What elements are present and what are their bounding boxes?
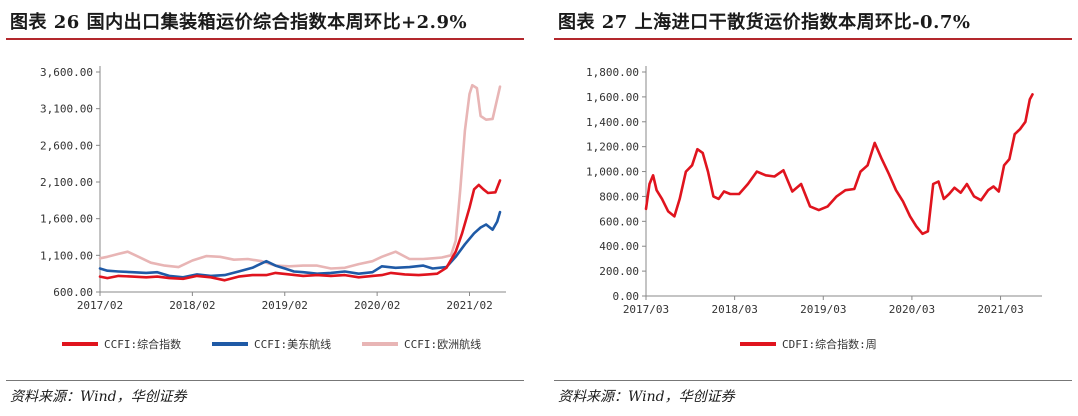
chart-title: 图表 26 国内出口集装箱运价综合指数本周环比+2.9% xyxy=(10,12,468,33)
x-tick-label: 2019/03 xyxy=(800,303,846,316)
y-tick-label: 600.00 xyxy=(599,215,639,228)
legend-label: CCFI:综合指数 xyxy=(104,337,181,351)
source-divider xyxy=(554,380,1072,381)
x-tick-label: 2017/03 xyxy=(623,303,669,316)
source-note: 资料来源：Wind，华创证券 xyxy=(10,389,187,405)
x-tick-label: 2021/02 xyxy=(446,299,492,312)
y-tick-label: 0.00 xyxy=(613,290,640,303)
source-divider xyxy=(6,380,524,381)
x-tick-label: 2020/03 xyxy=(889,303,935,316)
source-note: 资料来源：Wind，华创证券 xyxy=(558,389,735,405)
ccfi-chart: 600.00 1,100.00 1,600.00 2,100.00 2,600.00 3,… xyxy=(40,66,506,351)
y-tick-label: 1,400.00 xyxy=(586,116,639,129)
x-tick-label: 2019/02 xyxy=(262,299,308,312)
series-line xyxy=(644,93,1034,236)
y-tick-label: 2,100.00 xyxy=(40,176,93,189)
legend-label: CCFI:美东航线 xyxy=(254,337,331,351)
cdfi-chart: 0.00 200.00 400.00 600.00 800.00 1,000.00 1,20… xyxy=(586,66,1042,351)
x-tick-label: 2021/03 xyxy=(977,303,1023,316)
x-tick-label: 2017/02 xyxy=(77,299,123,312)
y-tick-label: 600.00 xyxy=(53,286,93,299)
y-tick-label: 400.00 xyxy=(599,240,639,253)
legend-label: CDFI:综合指数:周 xyxy=(782,337,877,351)
x-tick-label: 2018/03 xyxy=(711,303,757,316)
series-line xyxy=(98,210,502,279)
legend-label: CCFI:欧洲航线 xyxy=(404,337,481,351)
y-tick-label: 200.00 xyxy=(599,265,639,278)
y-tick-label: 1,600.00 xyxy=(586,91,639,104)
x-tick-label: 2018/02 xyxy=(169,299,215,312)
y-tick-label: 1,100.00 xyxy=(40,249,93,262)
chart-title: 图表 27 上海进口干散货运价指数本周环比-0.7% xyxy=(558,12,971,33)
series-line xyxy=(98,179,502,282)
y-tick-label: 2,600.00 xyxy=(40,139,93,152)
y-tick-label: 3,600.00 xyxy=(40,66,93,79)
series-line xyxy=(98,83,502,270)
y-tick-label: 1,800.00 xyxy=(586,66,639,79)
y-tick-label: 1,600.00 xyxy=(40,213,93,226)
y-tick-label: 3,100.00 xyxy=(40,103,93,116)
y-tick-label: 1,000.00 xyxy=(586,166,639,179)
chart-panel-cdfi: 图表 27 上海进口干散货运价指数本周环比-0.7% 0.00 200.00 400… xyxy=(548,0,1078,416)
title-divider xyxy=(6,38,524,40)
chart-panel-ccfi: 图表 26 国内出口集装箱运价综合指数本周环比+2.9% 600.00 1,100… xyxy=(0,0,530,416)
y-tick-label: 1,200.00 xyxy=(586,141,639,154)
x-tick-label: 2020/02 xyxy=(354,299,400,312)
y-tick-label: 800.00 xyxy=(599,190,639,203)
title-divider xyxy=(554,38,1072,40)
